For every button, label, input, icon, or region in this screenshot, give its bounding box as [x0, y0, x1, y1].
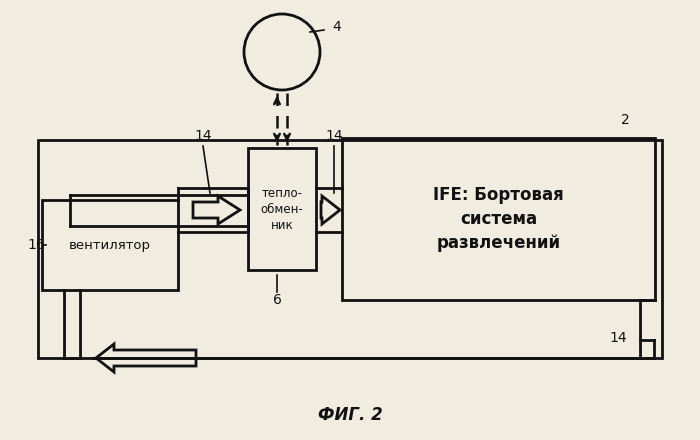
Bar: [248, 148, 316, 270]
Text: тепло-
обмен-
ник: тепло- обмен- ник: [260, 187, 303, 231]
Text: 14: 14: [609, 331, 626, 345]
Text: 2: 2: [621, 113, 629, 127]
Text: 14: 14: [326, 129, 343, 143]
Text: 14: 14: [194, 129, 212, 143]
Bar: [342, 138, 655, 300]
Text: вентилятор: вентилятор: [69, 238, 151, 252]
Bar: [38, 140, 662, 358]
Text: IFE: Бортовая
система
развлечений: IFE: Бортовая система развлечений: [433, 187, 564, 252]
Text: 4: 4: [332, 20, 342, 34]
Text: 6: 6: [272, 293, 281, 307]
Text: ФИГ. 2: ФИГ. 2: [318, 406, 382, 424]
Text: 16: 16: [27, 238, 45, 252]
Bar: [42, 200, 178, 290]
